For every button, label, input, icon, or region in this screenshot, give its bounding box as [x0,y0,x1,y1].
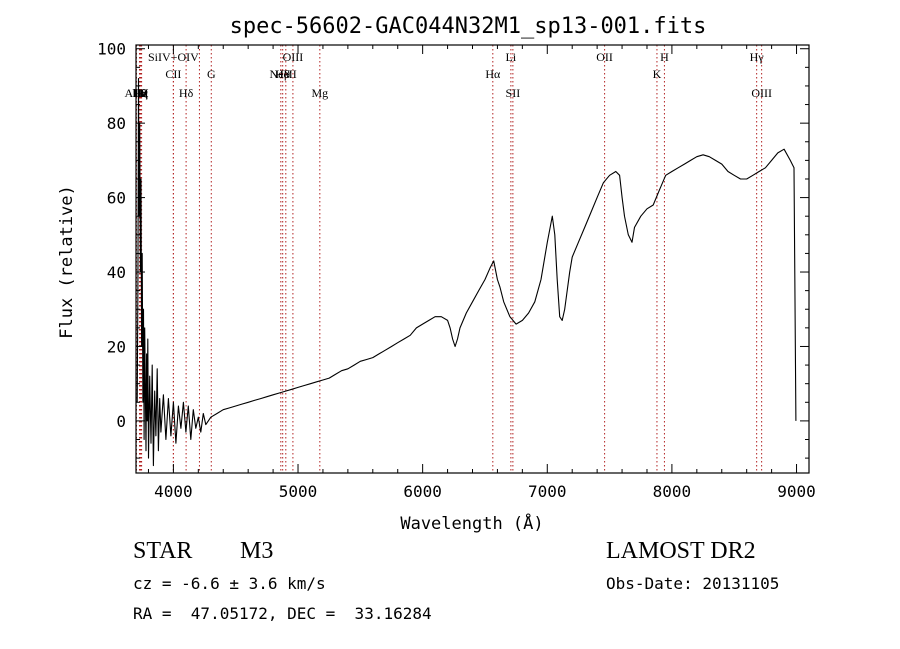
observation-date: Obs-Date: 20131105 [606,574,780,593]
plot-frame [135,44,810,474]
y-tick-label: 60 [107,189,126,208]
survey-name: LAMOST DR2 [606,538,756,564]
line-marker-label: SII [506,86,521,100]
line-marker-label: CII [165,67,181,81]
spectrum-line [136,77,797,467]
line-marker-label: OIII [751,86,772,100]
line-marker-label: OIII [283,50,304,64]
x-tick-label: 8000 [653,482,692,501]
x-tick-label: 4000 [154,482,193,501]
y-tick-label: 40 [107,263,126,282]
y-tick-label: 80 [107,114,126,133]
object-subclass: M3 [240,538,274,564]
y-tick-label: 0 [116,412,126,431]
line-marker-label: Hζ [134,86,148,100]
line-marker-layer: AlIIIHθHηHζHεSiIV+OIVCIIHδGNeVHβHeIIOIII… [124,45,772,473]
line-marker-label: Hβ [275,67,290,81]
spectrum-layer [136,77,797,467]
x-tick-label: 9000 [777,482,816,501]
x-axis-label: Wavelength (Å) [400,512,543,534]
y-tick-label: 20 [107,337,126,356]
line-marker-label: Mg [311,86,328,100]
line-marker-label: HeII [275,67,297,81]
line-marker-label: Hε [135,86,149,100]
y-axis-label: Flux (relative) [57,185,77,339]
y-tick-label: 100 [97,40,126,59]
line-marker-label: G [207,67,216,81]
object-class: STAR [133,538,193,564]
x-tick-label: 6000 [403,482,442,501]
line-marker-label: OII [596,50,613,64]
radial-velocity: cz = -6.6 ± 3.6 km/s [133,574,326,593]
x-tick-label: 5000 [279,482,318,501]
line-marker-label: Hδ [179,86,194,100]
axis-layer: 4000 5000 6000 7000 8000 9000 0 20 40 60 80 100 [97,40,816,501]
x-tick-label: 7000 [528,482,567,501]
line-marker-label: H [660,50,669,64]
line-marker-label: K [653,67,662,81]
chart-title: spec-56602-GAC044N32M1_sp13-001.fits [230,14,707,39]
line-marker-label: Hγ [750,50,765,64]
line-marker-label: Hα [485,67,501,81]
line-marker-label: Li [506,50,517,64]
coordinates: RA = 47.05172, DEC = 33.16284 [133,604,432,623]
line-marker-label: NeV [269,67,292,81]
